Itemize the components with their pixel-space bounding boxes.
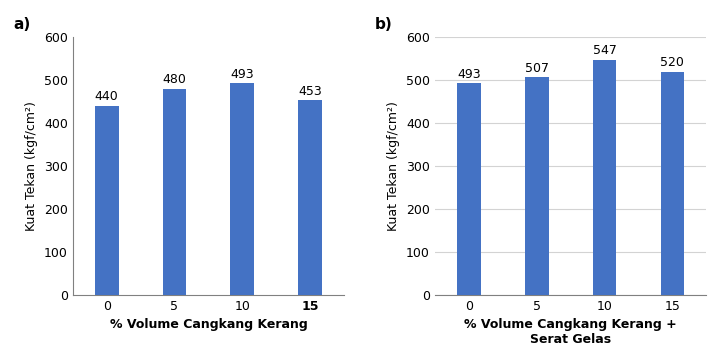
Text: 547: 547 bbox=[593, 44, 617, 57]
Text: 480: 480 bbox=[163, 73, 187, 86]
Text: 453: 453 bbox=[299, 85, 322, 98]
Text: a): a) bbox=[13, 17, 30, 32]
Text: 520: 520 bbox=[661, 56, 685, 69]
Y-axis label: Kuat Tekan (kgf/cm²): Kuat Tekan (kgf/cm²) bbox=[388, 101, 401, 231]
X-axis label: % Volume Cangkang Kerang: % Volume Cangkang Kerang bbox=[110, 318, 307, 331]
Bar bbox=[95, 106, 119, 295]
Text: 507: 507 bbox=[525, 62, 549, 75]
Bar bbox=[525, 77, 549, 295]
Bar bbox=[661, 72, 684, 295]
X-axis label: % Volume Cangkang Kerang +
Serat Gelas: % Volume Cangkang Kerang + Serat Gelas bbox=[464, 318, 677, 346]
Text: 493: 493 bbox=[231, 68, 254, 81]
Y-axis label: Kuat Tekan (kgf/cm²): Kuat Tekan (kgf/cm²) bbox=[25, 101, 38, 231]
Bar bbox=[299, 101, 322, 295]
Text: 440: 440 bbox=[95, 90, 119, 103]
Bar bbox=[457, 83, 481, 295]
Bar bbox=[593, 60, 617, 295]
Text: b): b) bbox=[375, 17, 393, 32]
Bar bbox=[231, 83, 254, 295]
Bar bbox=[163, 89, 187, 295]
Text: 493: 493 bbox=[457, 68, 481, 81]
